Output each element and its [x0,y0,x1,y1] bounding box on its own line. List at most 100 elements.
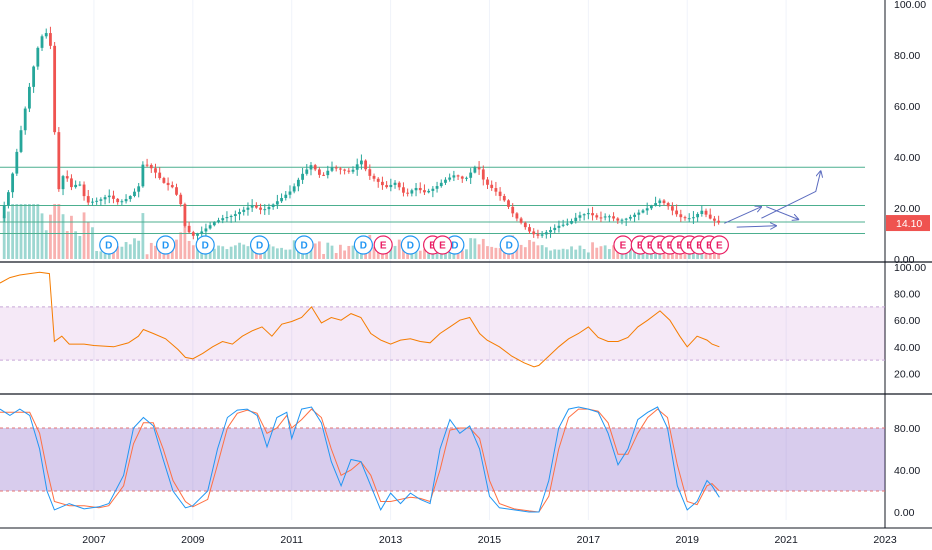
candle-body [645,208,649,211]
axes-layer: 100.0080.0060.0040.0020.000.00100.0080.0… [82,0,930,546]
horizontal-levels[interactable] [0,166,865,234]
earnings-badge-label: E [657,241,664,252]
candle-body [326,170,330,176]
volume-bar [238,242,241,259]
volume-bar [250,243,254,259]
forecast-arrows[interactable] [724,171,820,227]
stochastic-pane[interactable] [0,406,885,513]
year-tick-label: 2009 [181,534,205,546]
candle-body [704,210,708,215]
dividend-badge-label: D [105,241,112,252]
volume-bar [582,249,586,259]
volume-bar [116,246,120,259]
candle-body [423,190,426,193]
last-price-label: 14.10 [896,218,922,230]
dividend-badge-circle [400,235,420,255]
earnings-badge-circle [709,235,729,255]
candle-body [540,234,544,236]
stochastic-tick-label: 40.00 [894,465,920,477]
volume-bar [557,249,561,259]
volume-bar [267,244,271,259]
volume-bar [280,247,283,259]
candle-body [549,230,552,233]
volume-bar [65,231,69,259]
candle-body [557,225,561,228]
rsi-pane[interactable] [0,271,885,368]
candle-body [317,169,321,175]
volume-bar [515,246,519,259]
stochastic-tick-label: 80.00 [894,423,920,435]
candle-body [591,213,594,216]
volume-bar [406,252,410,259]
dividend-badge-label: D [202,241,209,252]
candle-body [65,176,69,179]
candle-body [179,194,183,205]
volume-bar [19,204,23,259]
grid-layer [0,0,932,529]
year-tick-label: 2019 [676,534,700,546]
volume-bar [334,252,338,259]
volume-bar [570,246,573,259]
candle-body [444,179,447,183]
dividend-badge: D [294,235,314,255]
candle-body [347,170,351,172]
volume-bar [389,248,393,259]
candle-body [435,186,439,189]
candle-body [301,173,304,180]
volume-bar [330,245,334,259]
candle-body [351,169,355,172]
volume-bar [57,204,61,259]
candle-body [565,223,569,225]
volume-bar [49,214,52,259]
candles-layer[interactable] [2,26,721,241]
volume-bar [23,204,27,259]
volume-bar [158,246,162,259]
volume-bar [465,249,468,259]
candle-body [212,222,216,226]
dividend-badge-label: D [451,241,458,252]
candle-body [149,164,153,169]
candle-body [687,218,691,220]
candle-body [368,169,372,176]
volume-bar [326,242,330,259]
candle-body [112,195,115,199]
earnings-badge-label: E [716,241,723,252]
candle-body [402,187,405,193]
candle-body [170,185,174,188]
candle-body [717,220,721,223]
volume-bar [339,244,342,259]
volume-bar [423,249,426,259]
volume-bar [498,248,502,259]
dividend-badge-circle [156,235,176,255]
volume-bar [187,240,191,259]
rsi-line [0,271,720,368]
candle-body [40,36,44,48]
earnings-badge: E [613,235,633,255]
candle-body [406,192,410,194]
last-price-tag [886,215,930,232]
candle-body [107,195,111,198]
volume-bar [523,247,527,259]
events-layer[interactable]: D D D D D D D D DE E E E E E E E E E E E E [99,235,729,255]
candle-body [477,167,481,170]
year-tick-label: 2017 [577,534,601,546]
candle-body [137,186,141,192]
candle-body [82,184,86,197]
candle-body [61,176,65,190]
volume-bar [221,246,225,259]
volume-bar [418,250,422,259]
earnings-badge-label: E [676,241,683,252]
candle-body [473,167,477,173]
volume-bar [532,241,536,259]
rsi-tick-label: 40.00 [894,342,920,354]
candle-body [250,205,254,208]
candle-body [246,207,250,210]
volume-bar [40,213,44,259]
candle-body [322,174,325,176]
earnings-badge-label: E [647,241,654,252]
dividend-badge-circle [99,235,119,255]
candle-body [162,178,166,183]
forecast-arrow [736,226,777,227]
candle-body [7,192,10,206]
